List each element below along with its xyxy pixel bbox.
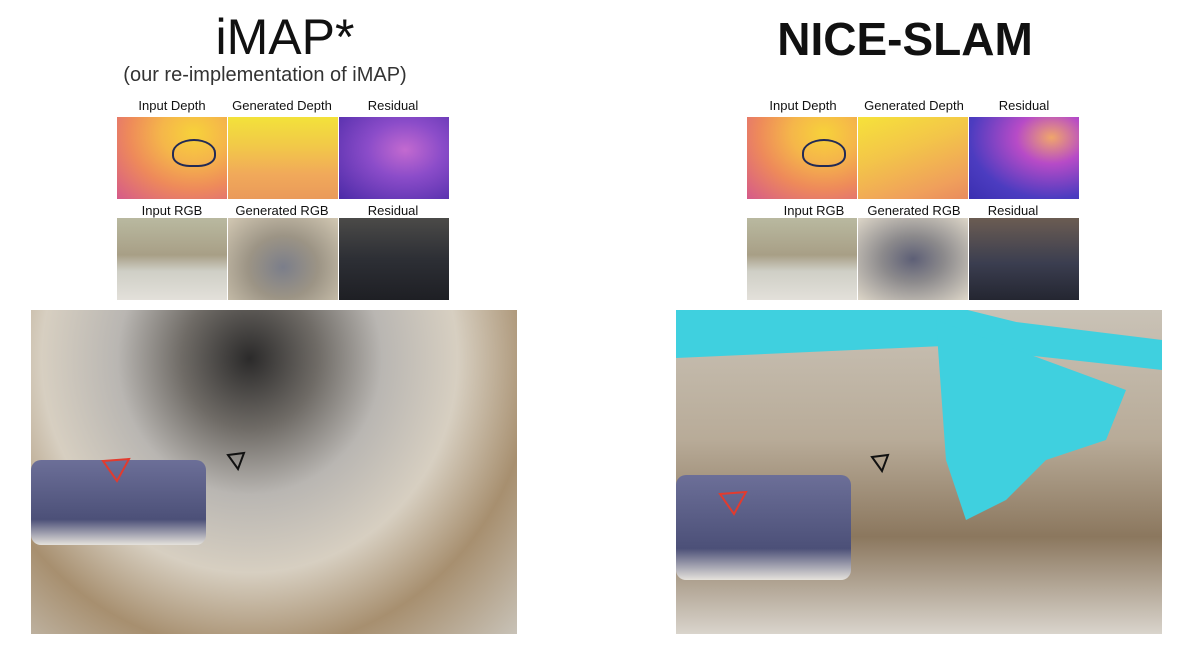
camera-frustum-black [870,453,890,474]
left-input-rgb-image [117,218,227,300]
left-generated-rgb-image [228,218,338,300]
left-subtitle: (our re-implementation of iMAP) [123,64,407,86]
right-depth-residual-image [969,117,1079,199]
left-input-depth-image [117,117,227,199]
bed-shape [676,475,851,580]
bed-shape [31,460,206,545]
left-title: iMAP* [215,9,355,65]
left-label-input-depth: Input Depth [138,98,206,113]
left-depth-residual-image [339,117,449,199]
left-generated-depth-image [228,117,338,199]
camera-frustum-red [101,457,131,483]
unobserved-region-top [676,310,1162,370]
right-generated-rgb-image [858,218,968,300]
bicycle-silhouette [172,139,216,167]
right-label-residual-depth: Residual [998,98,1050,113]
camera-frustum-red [718,490,748,516]
left-label-residual-rgb: Residual [367,203,419,218]
left-rgb-residual-image [339,218,449,300]
left-label-generated-depth: Generated Depth [232,98,332,113]
right-input-rgb-image [747,218,857,300]
right-label-residual-rgb: Residual [987,203,1039,218]
right-label-input-depth: Input Depth [769,98,837,113]
right-title: NICE-SLAM [777,13,1033,65]
camera-frustum-black [226,451,246,472]
left-reconstruction-view [31,310,517,634]
bicycle-silhouette [802,139,846,167]
right-input-depth-image [747,117,857,199]
right-label-generated-depth: Generated Depth [864,98,964,113]
left-label-residual-depth: Residual [367,98,419,113]
right-reconstruction-view [676,310,1162,634]
left-label-generated-rgb: Generated RGB [235,203,329,218]
right-generated-depth-image [858,117,968,199]
right-rgb-residual-image [969,218,1079,300]
right-label-input-rgb: Input RGB [783,203,845,218]
right-label-generated-rgb: Generated RGB [867,203,961,218]
left-label-input-rgb: Input RGB [141,203,203,218]
